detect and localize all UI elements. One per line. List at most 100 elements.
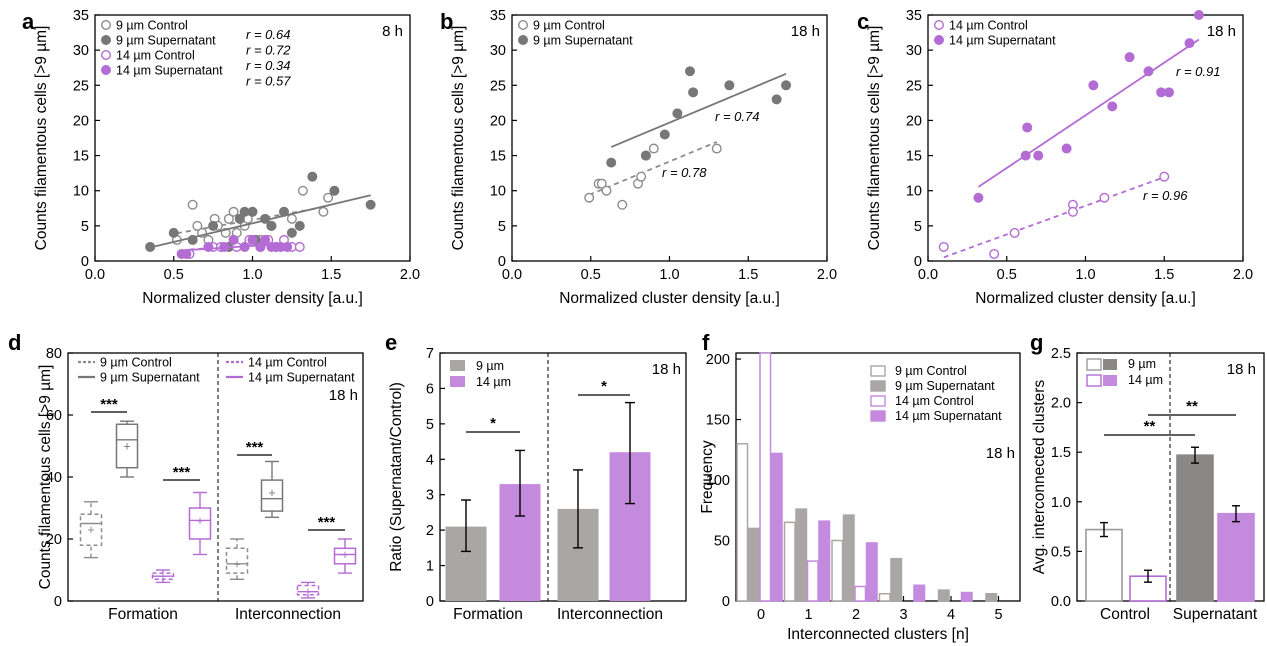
panel-g-legend-swatch xyxy=(1086,358,1102,371)
panel-e-legend-label: 9 µm xyxy=(476,359,504,373)
panel-a-data-point xyxy=(307,171,318,182)
panel-b-r-label: r = 0.78 xyxy=(662,165,707,180)
panel-c-r-label: r = 0.91 xyxy=(1176,64,1220,79)
panel-c-data-point xyxy=(973,192,984,203)
panel-b-y-tick-label: 5 xyxy=(498,219,506,235)
panel-g-time-label: 18 h xyxy=(1227,361,1256,378)
panel-a-ylabel: Counts filamentous cells [>9 µm] xyxy=(33,26,50,251)
panel-b-data-point xyxy=(584,192,595,203)
panel-c-data-point xyxy=(1020,150,1031,161)
panel-b-data-point xyxy=(659,129,670,140)
panel-f-time-label: 18 h xyxy=(986,445,1015,462)
panel-a-letter: a xyxy=(22,9,35,34)
panel-f-bar xyxy=(747,527,760,602)
panel-d-mean-marker: + xyxy=(159,570,166,584)
panel-a-y-tick-label: 10 xyxy=(73,184,89,200)
panel-a-y-tick-label: 20 xyxy=(73,113,89,129)
panel-b-x-tick-label: 1.0 xyxy=(659,267,679,283)
panel-c-y-tick-label: 25 xyxy=(906,78,922,94)
panel-d-mean-marker: + xyxy=(341,548,348,562)
panel-d-significance-label: *** xyxy=(318,514,336,531)
panel-c-legend-marker xyxy=(934,20,945,31)
panel-a-legend-marker xyxy=(100,50,111,61)
panel-a-data-point xyxy=(247,234,258,245)
panel-b-y-tick-label: 25 xyxy=(490,78,506,94)
panel-c-y-tick-label: 5 xyxy=(914,219,922,235)
panel-g-ylabel: Avg. interconnected clusters xyxy=(1031,380,1048,575)
panel-a-x-tick-label: 0.5 xyxy=(164,267,184,283)
panel-g-y-tick-label: 0.5 xyxy=(1051,544,1071,560)
panel-c-data-point xyxy=(1184,38,1195,49)
panel-g-y-tick-label: 2.5 xyxy=(1051,346,1071,362)
panel-g-y-tick-label: 1.5 xyxy=(1051,445,1071,461)
panel-f-bar xyxy=(985,592,998,602)
panel-g-bar xyxy=(1085,528,1123,602)
panel-f-bar xyxy=(818,520,831,602)
panel-f-bar xyxy=(842,514,855,602)
panel-b-legend-label: 9 µm Control xyxy=(533,19,605,33)
panel-e-y-tick-label: 3 xyxy=(426,488,434,504)
panel-e-ylabel: Ratio (Supernatant/Control) xyxy=(388,382,405,572)
panel-a-data-point xyxy=(168,227,179,238)
panel-g-significance-label: ** xyxy=(1144,418,1156,435)
panel-f-bar xyxy=(937,589,950,602)
panel-a-y-tick-label: 0 xyxy=(81,254,89,270)
panel-g-y-tick-label: 1.0 xyxy=(1051,495,1071,511)
panel-c-frame xyxy=(927,14,1244,262)
panel-f-legend-label: 9 µm Supernatant xyxy=(895,379,995,393)
panel-b-time-label: 18 h xyxy=(791,23,820,40)
panel-a-data-point xyxy=(208,220,219,231)
panel-f-bar xyxy=(913,584,926,602)
panel-d-group-label: Formation xyxy=(108,606,178,623)
panel-a-x-tick-label: 2.0 xyxy=(400,267,420,283)
panel-b-data-point xyxy=(672,108,683,119)
panel-a-data-point xyxy=(266,220,277,231)
panel-c-y-tick-label: 20 xyxy=(906,113,922,129)
panel-e-category-label: Interconnection xyxy=(557,606,663,623)
panel-a-y-tick-label: 30 xyxy=(73,43,89,59)
panel-f-bar xyxy=(795,508,808,602)
panel-a-data-point xyxy=(323,192,334,203)
panel-d-mean-marker: + xyxy=(196,514,203,528)
panel-b-x-tick-label: 0.0 xyxy=(502,267,522,283)
panel-c-data-point xyxy=(1107,101,1118,112)
panel-a-r-label: r = 0.72 xyxy=(246,43,291,58)
panel-c-data-point xyxy=(1193,9,1204,21)
panel-b-data-point xyxy=(636,171,647,182)
panel-a-r-label: r = 0.34 xyxy=(246,58,290,73)
panel-g-significance-label: ** xyxy=(1186,398,1198,415)
panel-c-r-label: r = 0.96 xyxy=(1143,188,1188,203)
panel-g-y-tick-label: 0.0 xyxy=(1051,594,1071,610)
panel-f-x-tick-label: 5 xyxy=(994,607,1002,623)
panel-c-data-point xyxy=(989,248,1000,259)
panel-d-mean-marker: + xyxy=(304,585,311,599)
panel-f-y-tick-label: 100 xyxy=(706,473,730,489)
panel-a-legend-marker xyxy=(100,64,111,75)
panel-a-data-point xyxy=(294,220,305,231)
panel-c-data-point xyxy=(1088,80,1099,91)
panel-d-legend-label: 9 µm Supernatant xyxy=(100,371,200,385)
panel-a-data-point xyxy=(297,185,308,196)
panel-e-legend-swatch xyxy=(450,376,465,387)
panel-f-legend-label: 14 µm Control xyxy=(895,394,974,408)
panel-g-legend-swatch xyxy=(1086,374,1102,387)
panel-b-y-tick-label: 35 xyxy=(490,8,506,24)
panel-b-legend-marker xyxy=(518,35,529,46)
panel-d-y-tick-label: 0 xyxy=(54,594,62,610)
panel-a-data-point xyxy=(228,206,239,217)
panel-a-legend-label: 9 µm Supernatant xyxy=(116,34,216,48)
panel-c-data-point xyxy=(1067,206,1078,217)
panel-a-x-tick-label: 0.0 xyxy=(85,267,105,283)
panel-c-x-tick-label: 1.0 xyxy=(1075,267,1095,283)
panel-c-fit-line xyxy=(943,176,1165,259)
panel-c-x-tick-label: 0.5 xyxy=(997,267,1017,283)
panel-a-y-tick-label: 25 xyxy=(73,78,89,94)
panel-a-data-point xyxy=(255,241,266,252)
panel-d-y-tick-label: 20 xyxy=(46,532,62,548)
panel-b-y-tick-label: 10 xyxy=(490,184,506,200)
panel-f-bar xyxy=(878,592,891,602)
panel-a-data-point xyxy=(286,227,297,238)
panel-b-y-tick-label: 20 xyxy=(490,113,506,129)
panel-c-x-tick-label: 1.5 xyxy=(1154,267,1174,283)
panel-a-data-point xyxy=(187,234,198,245)
